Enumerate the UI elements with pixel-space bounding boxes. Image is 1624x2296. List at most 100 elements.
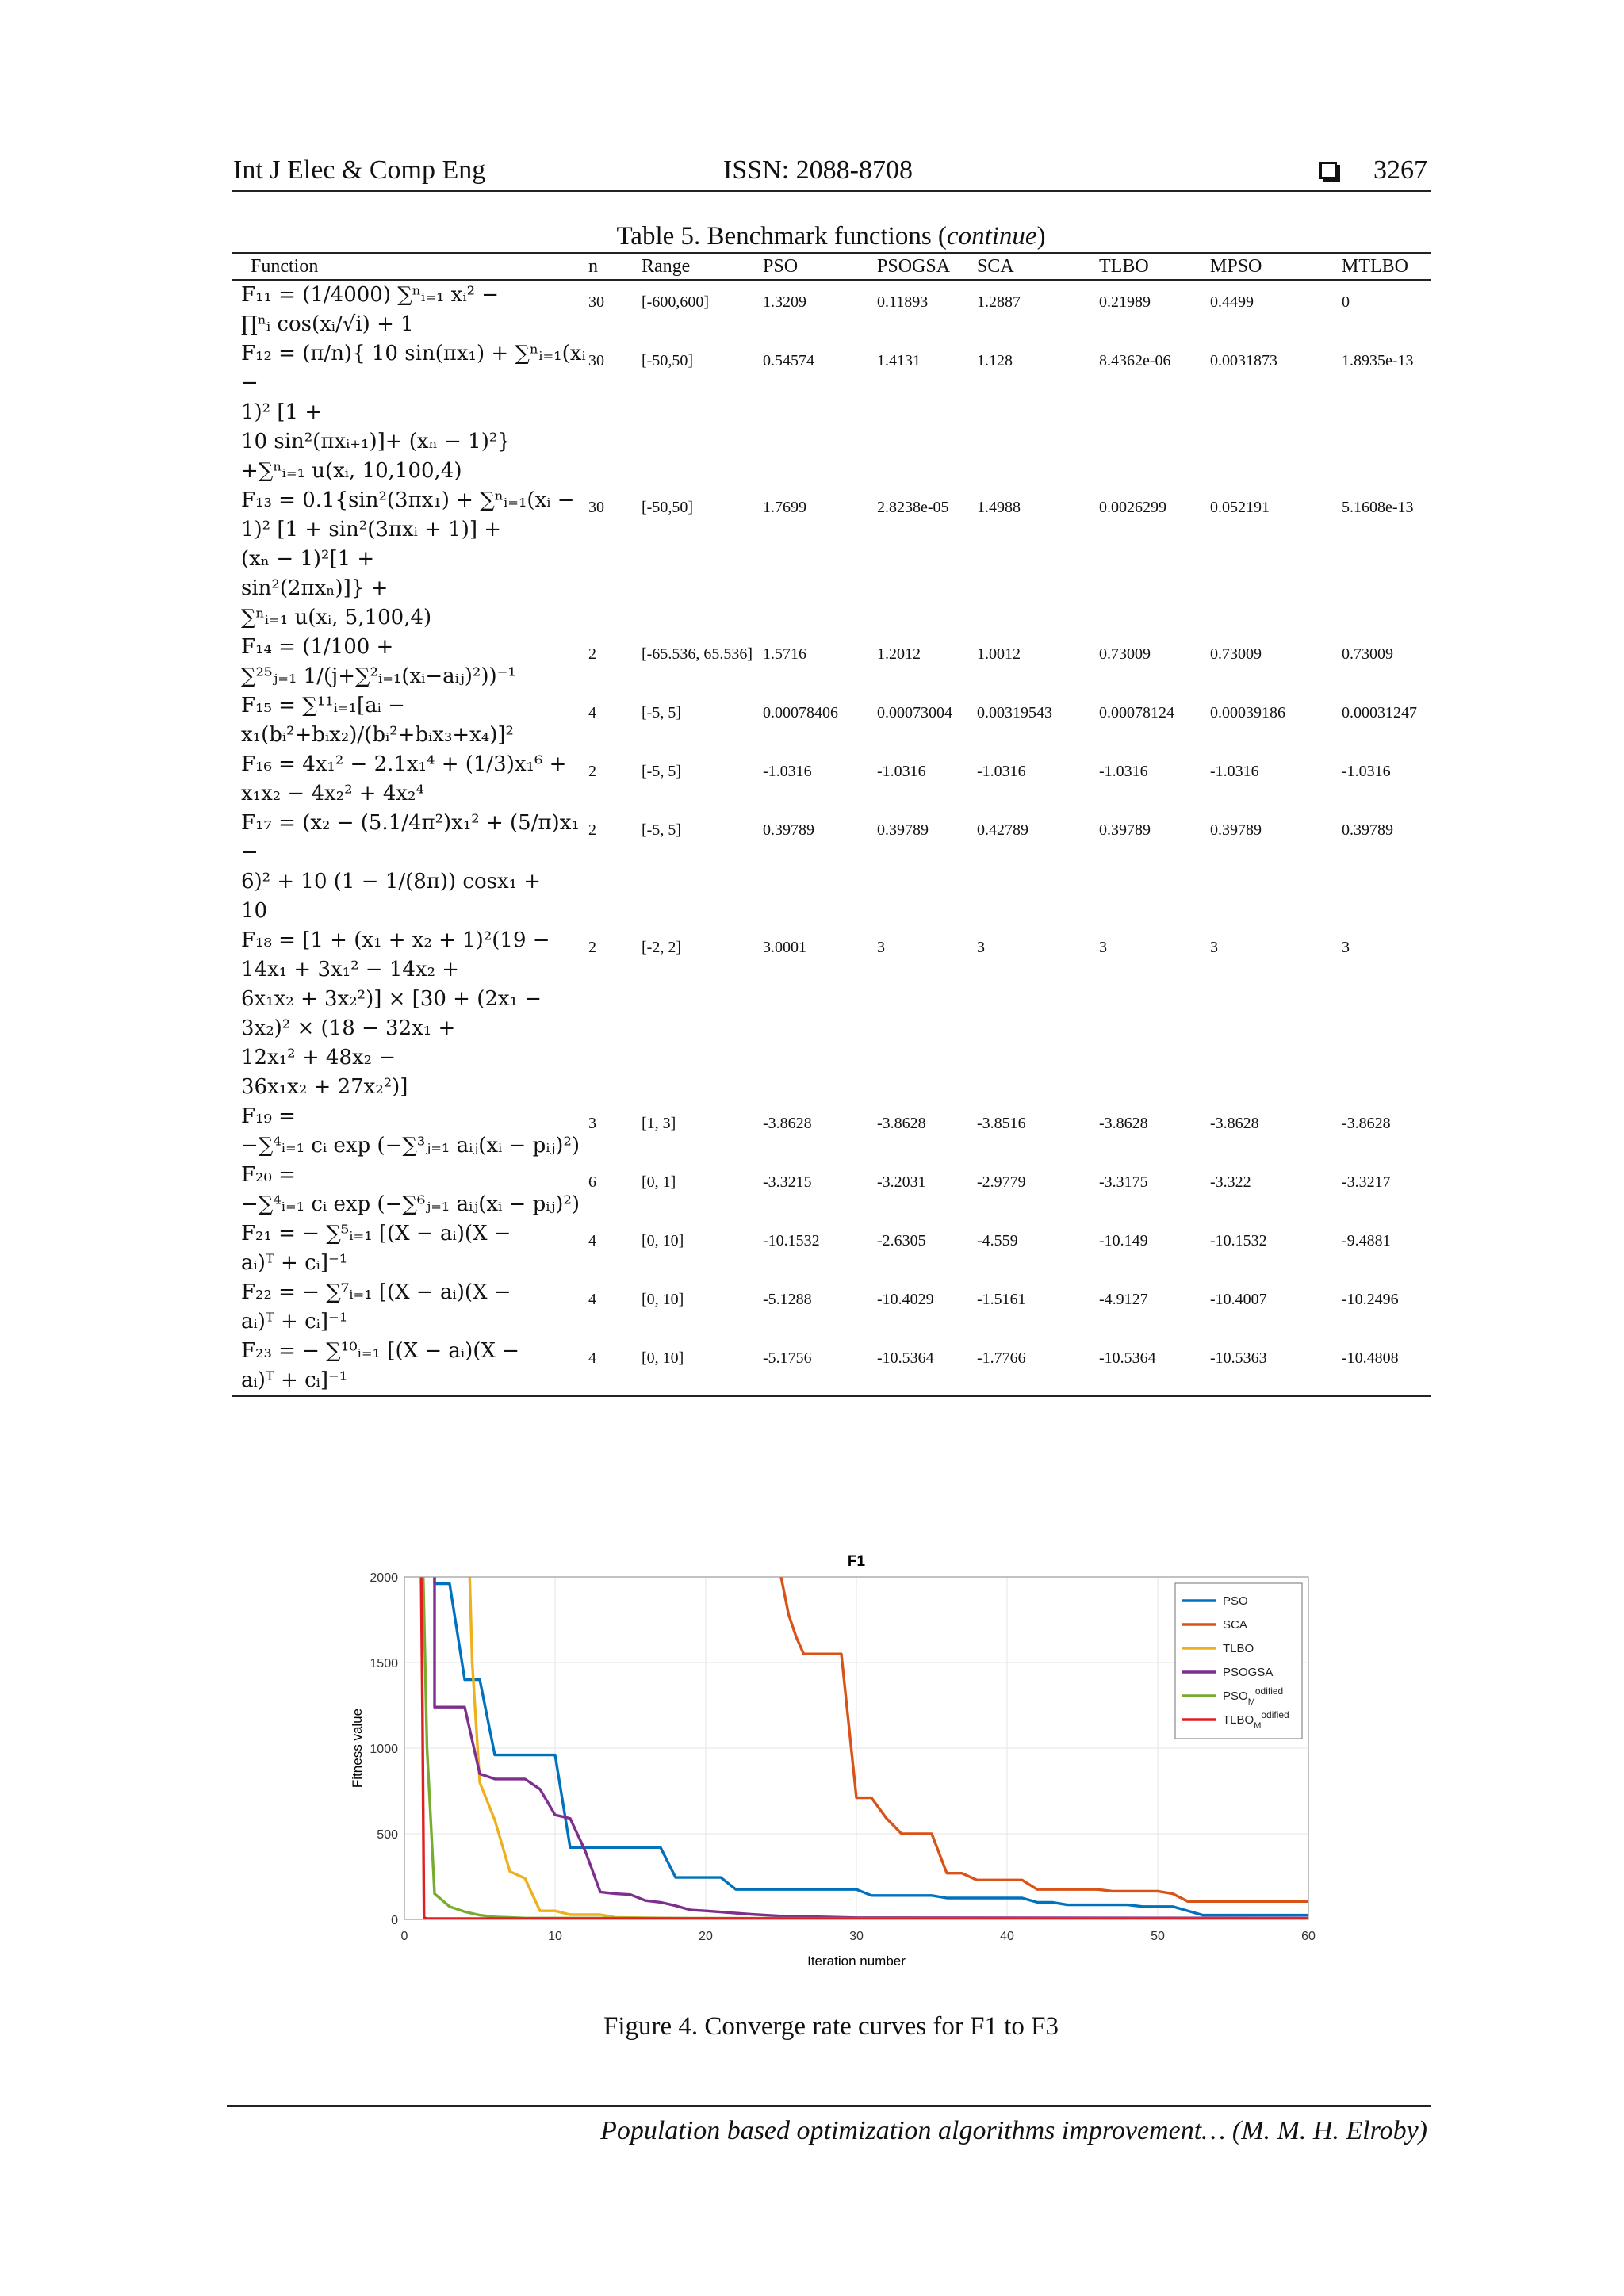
cell-sca: 1.0012	[977, 645, 1021, 663]
cell-tlbo: -1.0316	[1099, 763, 1148, 780]
cell-pso: -3.3215	[763, 1173, 812, 1191]
cell-pso: 1.3209	[763, 293, 806, 311]
cell-tlbo: -3.8628	[1099, 1115, 1148, 1132]
function-formula: F₁₃ = 0.1{sin²(3πx₁) + ∑ⁿᵢ₌₁(xᵢ − 1)² [1…	[241, 488, 575, 629]
col-header-pso: PSO	[755, 252, 866, 281]
cell-mpso: -1.0316	[1210, 763, 1259, 780]
cell-tlbo: -10.149	[1099, 1232, 1148, 1249]
x-tick-label: 60	[1301, 1930, 1316, 1943]
cell-mpso: -3.322	[1210, 1173, 1251, 1191]
legend-label: PSO	[1223, 1594, 1248, 1608]
cell-n: 2	[588, 939, 596, 956]
plot-frame	[404, 1576, 1309, 1920]
table-row: F₁₃ = 0.1{sin²(3πx₁) + ∑ⁿᵢ₌₁(xᵢ − 1)² [1…	[232, 486, 1431, 633]
cell-mpso: -10.4007	[1210, 1291, 1267, 1308]
legend-label: TLBO	[1223, 1642, 1254, 1655]
function-formula: F₂₂ = − ∑⁷ᵢ₌₁ [(X − aᵢ)(X − aᵢ)ᵀ + cᵢ]⁻¹	[241, 1280, 511, 1334]
cell-pso: -1.0316	[763, 763, 812, 780]
cell-pso: -3.8628	[763, 1115, 812, 1132]
cell-sca: -1.7766	[977, 1337, 1088, 1397]
cell-n: 2	[588, 763, 596, 780]
journal-name: Int J Elec & Comp Eng	[233, 155, 486, 185]
cell-pso: -5.1756	[755, 1337, 866, 1397]
table-row: F₁₁ = (1/4000) ∑ⁿᵢ₌₁ xᵢ² − ∏ⁿᵢ cos(xᵢ/√i…	[232, 280, 1431, 339]
y-tick-label: 1500	[370, 1657, 398, 1670]
cell-mtlbo: -9.4881	[1342, 1232, 1391, 1249]
table-row: F₁₂ = (π/n){ 10 sin(πx₁) + ∑ⁿᵢ₌₁(xᵢ − 1)…	[232, 339, 1431, 486]
cell-pso: 1.5716	[763, 645, 806, 663]
col-header-mtlbo: MTLBO	[1310, 252, 1431, 281]
axis-ticks: 0 10 20 30 40 50 60 0 500 1000 1500 2000	[370, 1571, 1316, 1943]
cell-mtlbo: -1.0316	[1342, 763, 1391, 780]
cell-mpso: -10.1532	[1210, 1232, 1267, 1249]
running-footer: Population based optimization algorithms…	[227, 2105, 1431, 2145]
cell-sca: 1.2887	[977, 293, 1021, 311]
cell-pso: 0.54574	[763, 352, 814, 369]
cell-sca: 1.128	[977, 352, 1013, 369]
series-lines	[419, 1577, 1308, 1919]
cell-psogsa: 0.39789	[877, 821, 929, 839]
cell-pso: -5.1288	[763, 1291, 812, 1308]
cell-range: [0, 1]	[642, 1173, 676, 1191]
function-formula: F₂₁ = − ∑⁵ᵢ₌₁ [(X − aᵢ)(X − aᵢ)ᵀ + cᵢ]⁻¹	[241, 1222, 511, 1275]
series-line-sca	[779, 1577, 1308, 1903]
table-row: F₁₈ = [1 + (x₁ + x₂ + 1)²(19 − 14x₁ + 3x…	[232, 926, 1431, 1102]
cell-sca: -1.5161	[977, 1291, 1026, 1308]
cell-psogsa: -3.2031	[877, 1173, 926, 1191]
cell-tlbo: -4.9127	[1099, 1291, 1148, 1308]
cell-range: [-5, 5]	[642, 704, 681, 721]
cell-mtlbo: -10.4808	[1310, 1337, 1431, 1397]
cell-psogsa: 2.8238e-05	[877, 499, 949, 516]
x-tick-label: 30	[849, 1930, 864, 1943]
series-line-pso	[433, 1577, 1308, 1917]
function-formula: F₁₁ = (1/4000) ∑ⁿᵢ₌₁ xᵢ² − ∏ⁿᵢ cos(xᵢ/√i…	[241, 283, 500, 336]
cell-mpso: 0.0031873	[1210, 352, 1277, 369]
table-row: F₁₇ = (x₂ − (5.1/4π²)x₁² + (5/π)x₁ − 6)²…	[232, 809, 1431, 926]
cell-psogsa: 3	[877, 939, 885, 956]
col-header-n: n	[588, 252, 632, 281]
cell-n: 30	[588, 499, 604, 516]
footer-text: Population based optimization algorithms…	[600, 2116, 1427, 2145]
cell-tlbo: 0.0026299	[1099, 499, 1166, 516]
cell-pso: 0.00078406	[763, 704, 838, 721]
function-formula: F₁₉ = −∑⁴ᵢ₌₁ cᵢ exp (−∑³ⱼ₌₁ aᵢⱼ(xᵢ − pᵢⱼ…	[241, 1104, 580, 1158]
x-tick-label: 50	[1151, 1930, 1165, 1943]
cell-mpso: 0.4499	[1210, 293, 1254, 311]
cell-range: [-50,50]	[642, 499, 693, 516]
cell-psogsa: 0.11893	[877, 293, 929, 311]
function-formula: F₁₈ = [1 + (x₁ + x₂ + 1)²(19 − 14x₁ + 3x…	[241, 928, 550, 1099]
legend-label: SCA	[1223, 1618, 1247, 1632]
cell-mtlbo: 0.00031247	[1342, 704, 1417, 721]
x-tick-label: 40	[1000, 1930, 1014, 1943]
square-bullet-icon	[1320, 162, 1340, 182]
cell-n: 6	[588, 1173, 596, 1191]
legend-box	[1174, 1582, 1303, 1739]
cell-mtlbo: 5.1608e-13	[1342, 499, 1414, 516]
table-row: F₁₄ = (1/100 + ∑²⁵ⱼ₌₁ 1/(j+∑²ᵢ₌₁(xᵢ−aᵢⱼ)…	[232, 633, 1431, 691]
issn: ISSN: 2088-8708	[723, 155, 913, 185]
cell-tlbo: 8.4362e-06	[1099, 352, 1171, 369]
cell-sca: -4.559	[977, 1232, 1018, 1249]
cell-sca: 1.4988	[977, 499, 1021, 516]
cell-range: [0, 10]	[642, 1232, 684, 1249]
cell-mtlbo: 1.8935e-13	[1342, 352, 1414, 369]
x-axis-label: Iteration number	[807, 1954, 906, 1969]
table-row: F₁₅ = ∑¹¹ᵢ₌₁[aᵢ − x₁(bᵢ²+bᵢx₂)/(bᵢ²+bᵢx₃…	[232, 691, 1431, 750]
x-tick-label: 20	[699, 1930, 713, 1943]
cell-range: [-5, 5]	[642, 763, 681, 780]
cell-psogsa: 1.4131	[877, 352, 921, 369]
page-number: 3267	[1373, 155, 1427, 185]
cell-range: [-50,50]	[642, 352, 693, 369]
cell-range: [-600,600]	[642, 293, 709, 311]
cell-mtlbo: 0	[1342, 293, 1350, 311]
series-line-tlbo-modified	[419, 1577, 1308, 1919]
cell-mpso: 3	[1210, 939, 1218, 956]
function-formula: F₂₀ = −∑⁴ᵢ₌₁ cᵢ exp (−∑⁶ⱼ₌₁ aᵢⱼ(xᵢ − pᵢⱼ…	[241, 1163, 580, 1216]
function-formula: F₁₂ = (π/n){ 10 sin(πx₁) + ∑ⁿᵢ₌₁(xᵢ − 1)…	[241, 342, 586, 483]
cell-psogsa: -10.5364	[866, 1337, 977, 1397]
table-body: F₁₁ = (1/4000) ∑ⁿᵢ₌₁ xᵢ² − ∏ⁿᵢ cos(xᵢ/√i…	[232, 280, 1431, 1397]
cell-mtlbo: 3	[1342, 939, 1350, 956]
cell-mtlbo: 0.73009	[1342, 645, 1393, 663]
cell-sca: 0.42789	[977, 821, 1028, 839]
